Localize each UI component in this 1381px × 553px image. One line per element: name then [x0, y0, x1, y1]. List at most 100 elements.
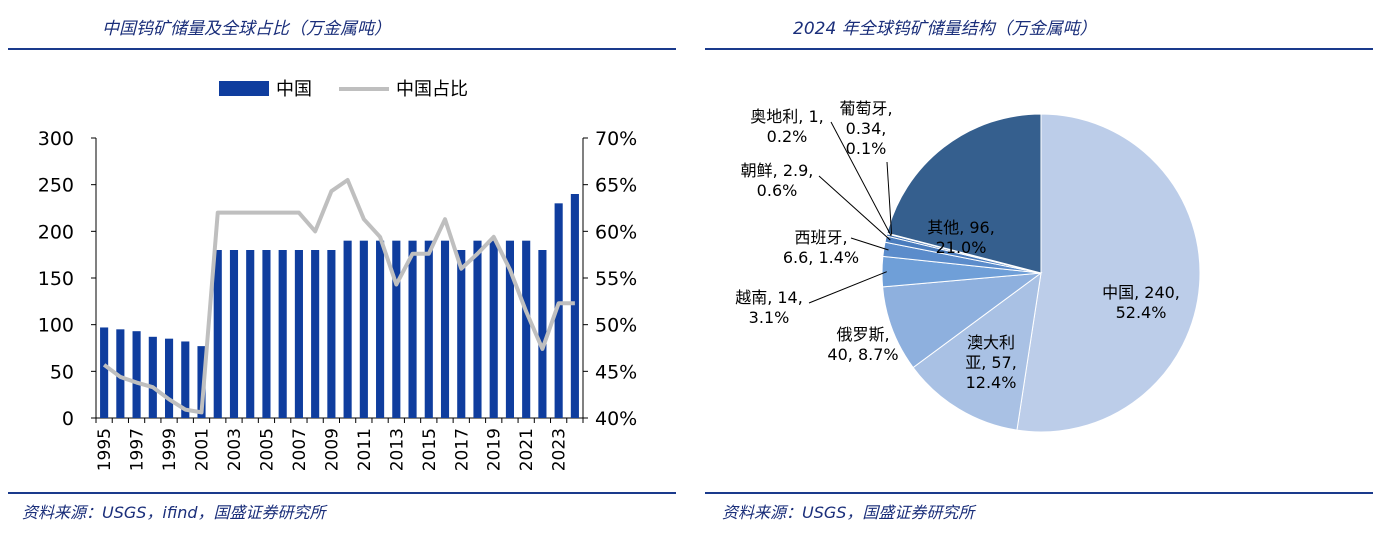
left-y-tick-label: 0	[62, 408, 74, 430]
x-tick-label: 2023	[550, 428, 570, 471]
china-share-line	[102, 178, 575, 415]
pie-slice-中国	[1016, 113, 1201, 433]
left-y-tick-label: 200	[38, 221, 74, 243]
legend-label-bar: 中国	[276, 79, 312, 100]
pie-slice-俄罗斯	[882, 272, 1043, 369]
pie-label-north-korea: 0.6%	[757, 181, 798, 200]
pie-label-australia: 12.4%	[966, 373, 1017, 392]
pie-label-russia: 俄罗斯,	[836, 325, 889, 344]
legend-label-line: 中国占比	[396, 79, 468, 100]
x-tick-label: 2001	[193, 428, 213, 471]
right-y-tick-label: 55%	[595, 268, 637, 290]
bar-1998	[148, 336, 157, 418]
pie-label-vietnam: 3.1%	[749, 308, 790, 327]
leader-line	[808, 271, 887, 304]
bar-2010	[343, 240, 352, 418]
left-title-rule	[8, 48, 676, 50]
bar-2008	[311, 250, 320, 418]
x-tick-label: 2011	[355, 428, 375, 471]
bar-1999	[164, 338, 174, 418]
pie-label-china: 52.4%	[1116, 303, 1167, 322]
legend: 中国 中国占比	[219, 79, 468, 100]
bar-2020	[505, 240, 515, 418]
pie-label-other: 21.0%	[936, 238, 987, 257]
bar-2022	[538, 250, 547, 418]
bar-2019	[489, 240, 498, 418]
right-y-tick-label: 60%	[595, 221, 637, 243]
right-y-tick-label: 40%	[595, 408, 637, 430]
x-tick-label: 2013	[387, 428, 407, 471]
bar-2012	[376, 240, 385, 418]
pie-label-australia: 亚, 57,	[965, 353, 1017, 372]
right-source-rule	[705, 492, 1373, 494]
pie-label-portugal: 0.1%	[846, 139, 887, 158]
leader-line	[850, 237, 889, 251]
bar-1997	[132, 331, 141, 418]
pie-label-portugal: 葡萄牙,	[839, 99, 892, 118]
left-y-tick-label: 250	[38, 175, 74, 197]
x-tick-label: 2005	[257, 428, 277, 471]
bar-2011	[359, 240, 368, 418]
right-source-note: 资料来源：USGS，国盛证券研究所	[722, 503, 975, 522]
left-source-note: 资料来源：USGS，ifind，国盛证券研究所	[22, 503, 326, 522]
right-title-rule	[705, 48, 1373, 50]
x-tick-label: 2007	[290, 428, 310, 471]
left-y-tick-label: 150	[38, 268, 74, 290]
right-y-tick-label: 45%	[595, 361, 637, 383]
bar-2000	[181, 341, 190, 418]
bar-2003	[229, 250, 239, 418]
bar-1996	[116, 329, 125, 418]
x-tick-label: 2003	[225, 428, 245, 471]
bar-2001	[197, 346, 206, 418]
x-tick-label: 2021	[517, 428, 537, 471]
pie-slices	[881, 113, 1201, 433]
pie-slice-澳大利亚	[912, 271, 1042, 431]
pie-label-spain: 6.6, 1.4%	[783, 248, 859, 267]
axes: 0 50 100 150 200 250 300 40% 45% 50% 55% 60% 65% 70% 1…	[38, 128, 638, 471]
left-y-tick-label: 300	[38, 128, 74, 150]
bar-2016	[440, 240, 450, 418]
x-tick-label: 2009	[322, 428, 342, 471]
x-tick-label: 2019	[485, 428, 505, 471]
pie-label-austria: 奥地利, 1,	[750, 107, 823, 126]
line-series-china-share	[102, 178, 575, 415]
bar-2002	[213, 250, 222, 418]
combo-chart: 中国 中国占比 0 50 100 150 200 250 300 40% 45% 50% 55% 60%…	[38, 79, 638, 471]
x-tick-label: 1997	[128, 428, 148, 471]
bar-2006	[278, 250, 287, 418]
pie-label-portugal: 0.34,	[846, 119, 887, 138]
pie-label-spain: 西班牙,	[794, 228, 847, 247]
pie-label-vietnam: 越南, 14,	[735, 288, 803, 307]
bar-2009	[327, 250, 336, 418]
right-panel-title: 2024 年全球钨矿储量结构（万金属吨）	[793, 19, 1097, 39]
pie-slice-其他	[886, 113, 1042, 274]
right-y-tick-label: 50%	[595, 315, 637, 337]
legend-swatch-bar	[219, 81, 269, 96]
right-y-tick-label: 65%	[595, 175, 637, 197]
bar-2007	[294, 250, 303, 418]
left-y-tick-label: 100	[38, 315, 74, 337]
bar-series-china	[100, 194, 579, 418]
bar-2023	[554, 203, 563, 418]
right-y-tick-label: 70%	[595, 128, 637, 150]
bar-2013	[392, 240, 401, 418]
bar-2005	[262, 250, 271, 418]
x-tick-label: 1995	[95, 428, 115, 471]
leader-line	[818, 175, 891, 241]
x-tick-label: 1999	[160, 428, 180, 471]
pie-label-north-korea: 朝鲜, 2.9,	[741, 161, 814, 180]
bar-2017	[457, 250, 466, 418]
x-tick-label: 2015	[420, 428, 440, 471]
pie-label-china: 中国, 240,	[1102, 283, 1180, 302]
pie-label-austria: 0.2%	[767, 127, 808, 146]
left-source-rule	[8, 492, 676, 494]
pie-label-australia: 澳大利	[967, 333, 1015, 352]
pie-label-other: 其他, 96,	[927, 218, 995, 237]
leader-line	[886, 161, 893, 235]
bar-2021	[522, 240, 531, 418]
pie-leader-lines	[808, 121, 893, 304]
bar-2024	[570, 194, 579, 418]
left-y-tick-label: 50	[50, 361, 74, 383]
